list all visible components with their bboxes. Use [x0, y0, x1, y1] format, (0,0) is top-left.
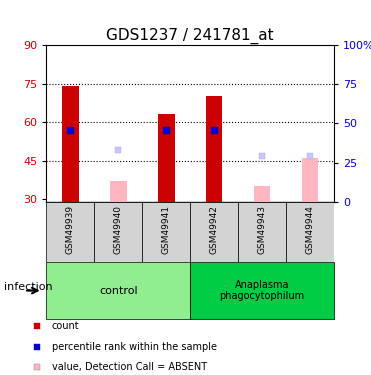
Bar [110, 181, 127, 202]
Text: count: count [52, 321, 79, 331]
FancyBboxPatch shape [142, 202, 190, 262]
Text: GSM49939: GSM49939 [66, 205, 75, 254]
Text: value, Detection Call = ABSENT: value, Detection Call = ABSENT [52, 363, 207, 372]
Bar [254, 186, 270, 202]
FancyBboxPatch shape [190, 262, 334, 319]
Text: Anaplasma
phagocytophilum: Anaplasma phagocytophilum [220, 280, 305, 302]
FancyBboxPatch shape [46, 202, 94, 262]
Text: percentile rank within the sample: percentile rank within the sample [52, 342, 217, 352]
Bar [302, 158, 318, 202]
Bar [206, 96, 223, 202]
Bar [62, 86, 79, 202]
FancyBboxPatch shape [238, 202, 286, 262]
Text: GSM49942: GSM49942 [210, 205, 219, 254]
Text: infection: infection [4, 282, 52, 292]
FancyBboxPatch shape [46, 262, 190, 319]
Title: GDS1237 / 241781_at: GDS1237 / 241781_at [106, 27, 274, 44]
Text: GSM49943: GSM49943 [257, 205, 266, 254]
Bar [158, 114, 175, 202]
FancyBboxPatch shape [286, 202, 334, 262]
Text: GSM49940: GSM49940 [114, 205, 123, 254]
Text: GSM49941: GSM49941 [162, 205, 171, 254]
Text: control: control [99, 286, 138, 296]
Text: GSM49944: GSM49944 [305, 205, 315, 254]
FancyBboxPatch shape [190, 202, 238, 262]
FancyBboxPatch shape [94, 202, 142, 262]
